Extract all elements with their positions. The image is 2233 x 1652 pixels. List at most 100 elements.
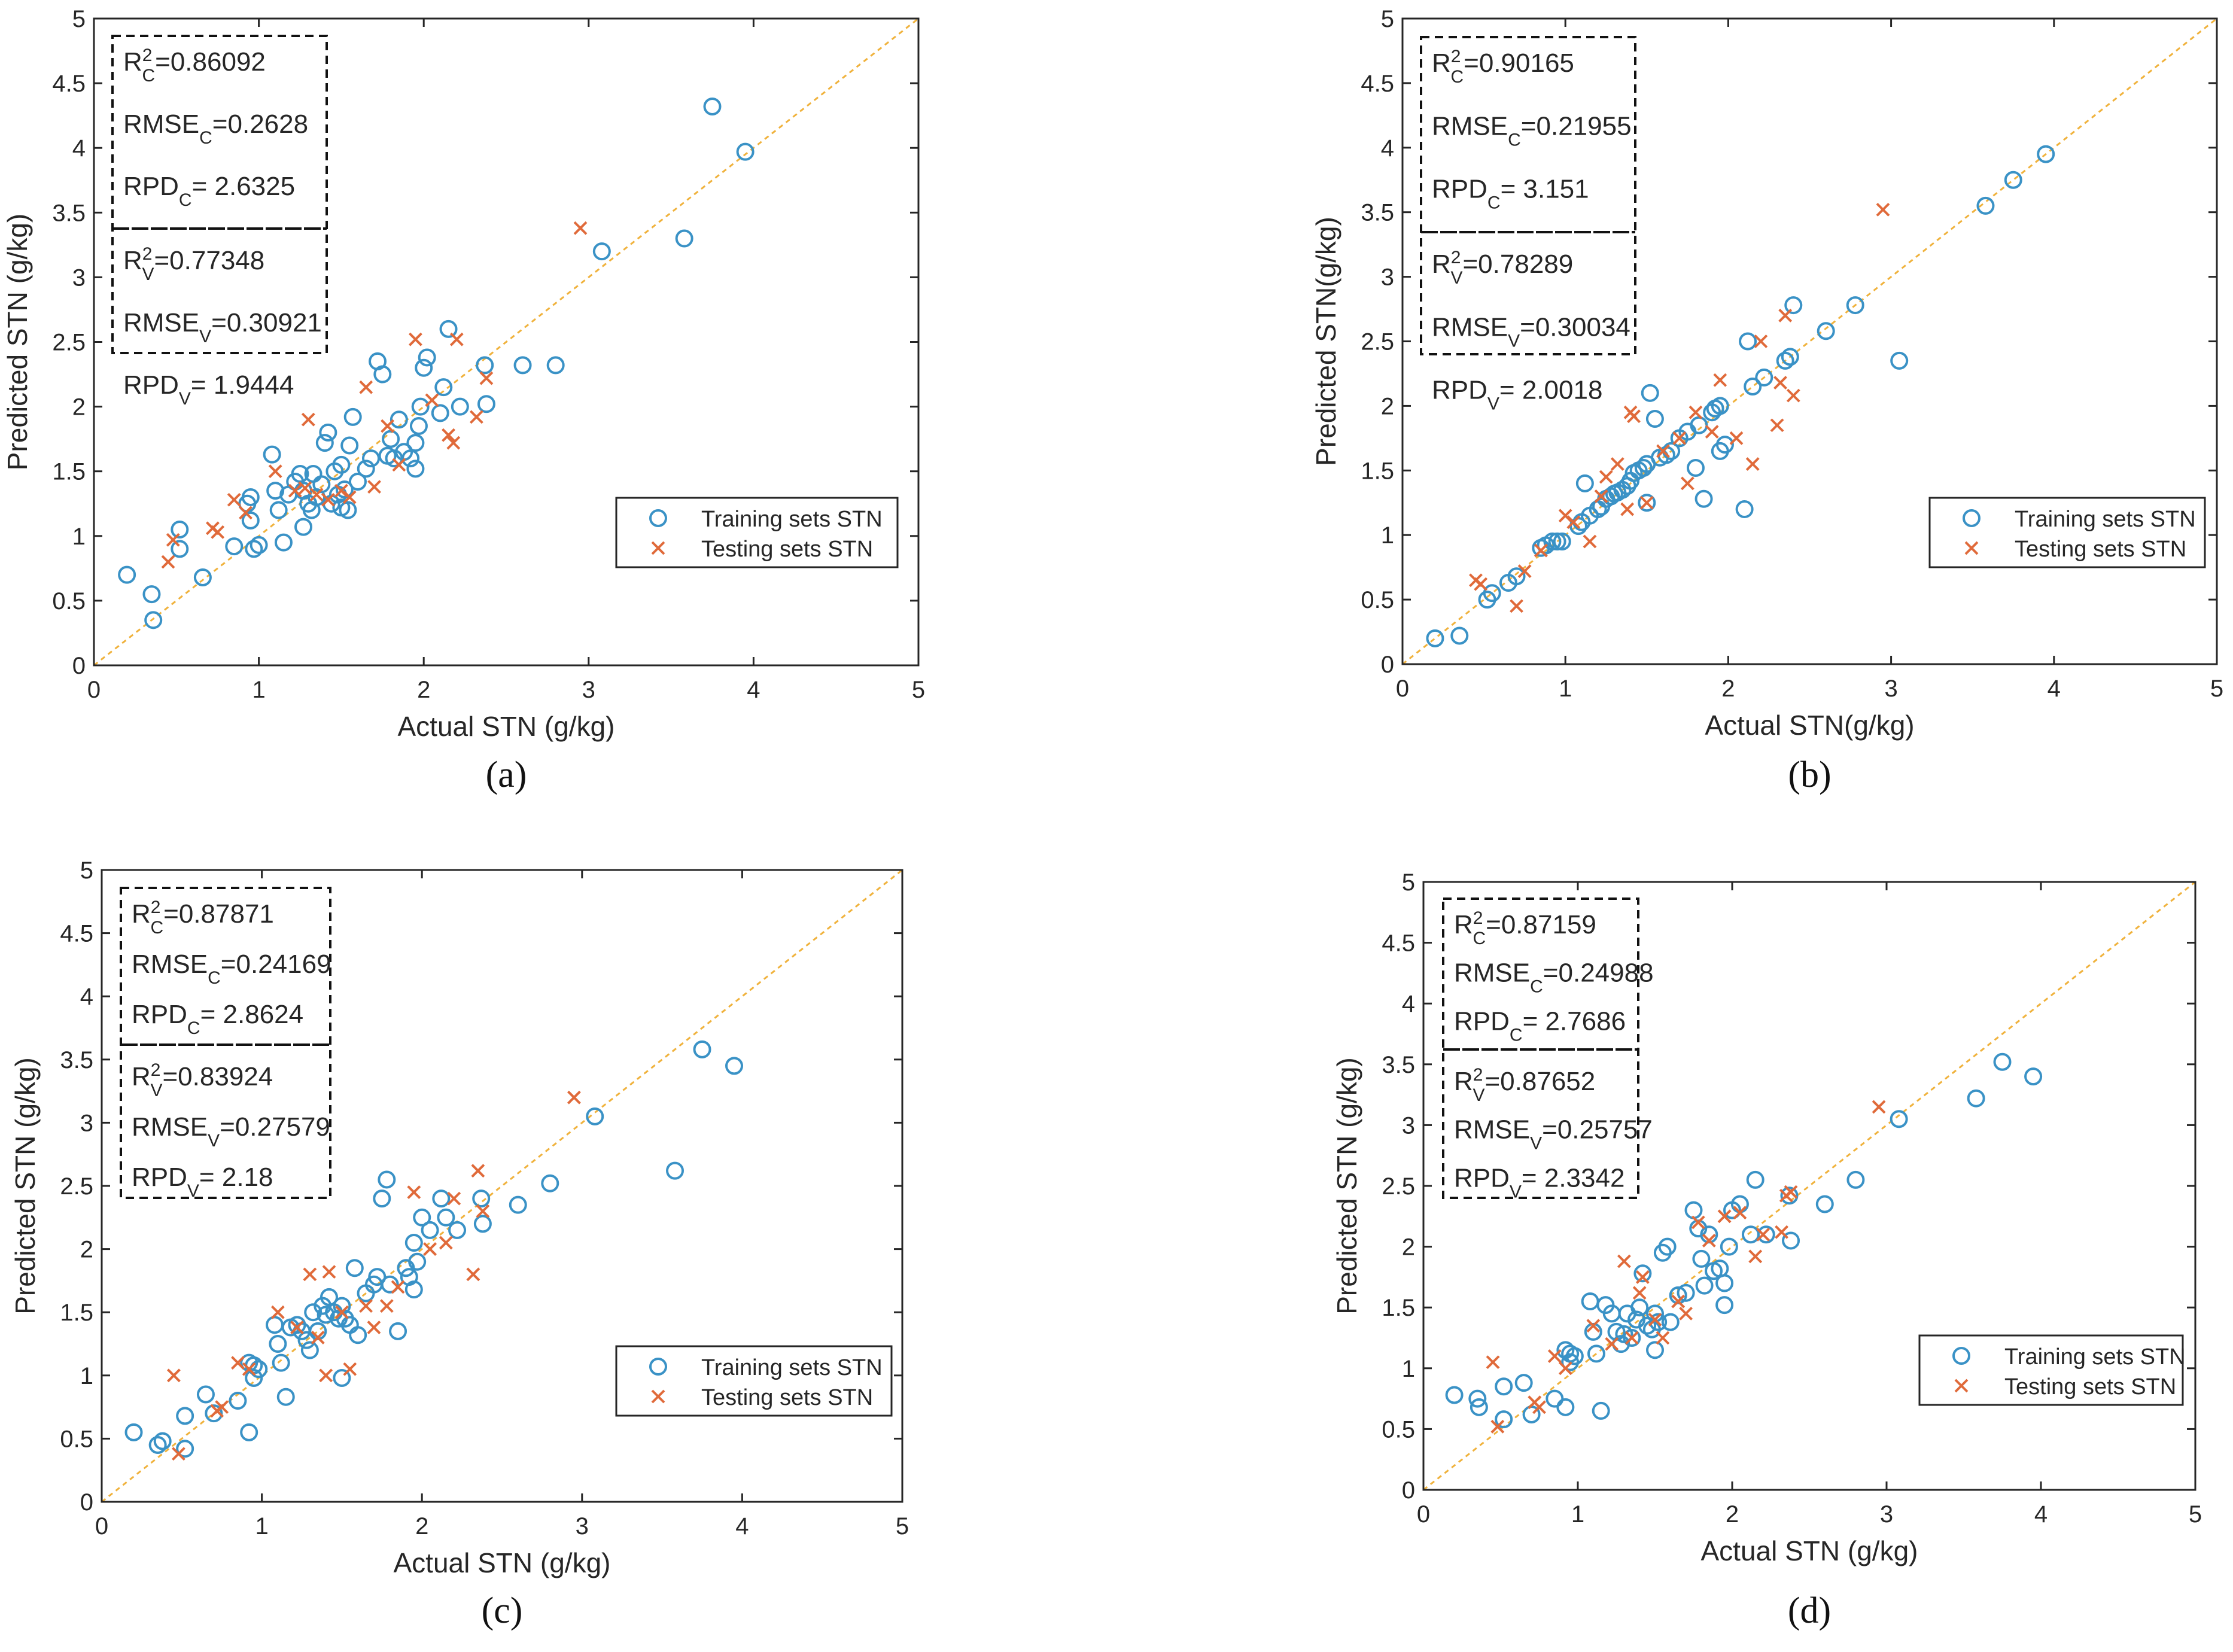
stat-subscript: V xyxy=(150,1081,162,1100)
training-point xyxy=(404,1280,423,1299)
cross-stroke xyxy=(1532,1400,1546,1414)
y-tick-label: 5 xyxy=(72,6,86,32)
testing-point xyxy=(1635,1270,1650,1284)
testing-point xyxy=(442,428,455,442)
cross-stroke xyxy=(311,1331,325,1344)
cross-stroke xyxy=(334,1305,349,1319)
cross-stroke xyxy=(567,1090,581,1105)
y-tick-label: 0.5 xyxy=(60,1426,93,1452)
cross-stroke xyxy=(309,488,324,502)
training-point xyxy=(675,229,693,248)
stat-symbol: R xyxy=(1432,48,1451,78)
stat-subscript: V xyxy=(1450,268,1462,288)
cross-stroke xyxy=(1775,1225,1788,1239)
testing-point xyxy=(227,492,241,507)
testing-point xyxy=(239,506,252,520)
testing-point xyxy=(321,492,335,507)
training-point xyxy=(1715,1296,1734,1315)
testing-point xyxy=(309,488,324,502)
stat-symbol: RMSE xyxy=(132,950,208,979)
training-point xyxy=(1846,296,1864,315)
x-tick-label: 2 xyxy=(417,677,430,703)
cross-stroke xyxy=(409,332,422,346)
training-point xyxy=(319,423,337,442)
cross-stroke xyxy=(1964,541,1979,555)
x-tick-label: 1 xyxy=(255,1513,268,1540)
stat-symbol: RPD xyxy=(123,172,179,201)
stat-value: = 2.6325 xyxy=(192,172,296,201)
training-point xyxy=(241,488,260,506)
testing-point xyxy=(1713,373,1727,387)
legend: Training sets STN Testing sets STN xyxy=(1928,497,2206,568)
training-point xyxy=(250,1360,268,1379)
testing-point xyxy=(1784,1185,1798,1199)
training-point xyxy=(1630,1298,1649,1317)
cross-stroke xyxy=(227,492,241,507)
stat-superscript: 2 xyxy=(151,898,161,917)
stat-subscript: V xyxy=(142,264,154,284)
x-tick-label: 3 xyxy=(1884,676,1897,702)
y-tick-label: 0.5 xyxy=(1382,1416,1415,1443)
stat-line: RPDV= 2.18 xyxy=(132,1163,273,1201)
x-tick-label: 5 xyxy=(2210,676,2223,702)
training-point xyxy=(411,397,430,416)
y-tick-label: 3 xyxy=(1381,264,1394,291)
cross-stroke xyxy=(1599,470,1613,484)
y-tick-label: 5 xyxy=(1402,869,1415,896)
stat-value: =0.30034 xyxy=(1520,312,1630,342)
cross-stroke xyxy=(1733,1206,1747,1220)
training-point xyxy=(1711,397,1729,415)
testing-point xyxy=(172,1447,185,1461)
cross-stroke xyxy=(449,332,464,346)
stat-line: RMSEV=0.25757 xyxy=(1454,1115,1653,1154)
training-point xyxy=(1641,384,1659,402)
cross-stroke xyxy=(1486,1355,1500,1370)
cross-stroke xyxy=(166,533,180,547)
stat-superscript: 2 xyxy=(142,45,153,65)
training-point xyxy=(304,1303,323,1322)
training-point xyxy=(477,395,495,413)
cross-stroke xyxy=(439,1236,453,1250)
testing-point xyxy=(1770,418,1784,433)
testing-point xyxy=(1558,1361,1572,1376)
testing-point xyxy=(1733,1206,1747,1220)
testing-point xyxy=(409,332,422,346)
legend-training-marker xyxy=(1963,509,1981,527)
y-tick-label: 2 xyxy=(80,1237,93,1263)
training-point xyxy=(1483,584,1501,603)
training-point xyxy=(1715,1274,1734,1292)
x-tick-label: 4 xyxy=(2048,676,2061,702)
training-point xyxy=(276,1388,295,1406)
testing-point xyxy=(449,332,464,346)
legend: Training sets STN Testing sets STN xyxy=(1918,1334,2186,1406)
testing-point xyxy=(311,1331,325,1344)
stat-symbol: RMSE xyxy=(1454,959,1530,988)
y-tick-label: 2.5 xyxy=(60,1173,93,1200)
training-point xyxy=(1661,1313,1680,1331)
cross-stroke xyxy=(342,490,357,504)
stat-subscript: V xyxy=(187,1181,199,1201)
testing-point xyxy=(1648,1313,1662,1327)
cross-stroke xyxy=(1754,334,1768,348)
cross-stroke xyxy=(1756,1227,1770,1242)
cross-stroke xyxy=(1594,489,1608,503)
y-tick-label: 3.5 xyxy=(52,200,86,226)
x-tick-label: 5 xyxy=(2189,1501,2202,1528)
testing-point xyxy=(1599,470,1613,484)
cross-stroke xyxy=(1617,1254,1631,1268)
legend-box xyxy=(615,497,899,568)
stat-symbol: R xyxy=(132,1062,151,1091)
cross-stroke xyxy=(270,1305,285,1319)
stat-symbol: RPD xyxy=(1454,1006,1510,1036)
training-point xyxy=(1543,532,1562,550)
cross-stroke xyxy=(1872,1100,1886,1114)
training-point xyxy=(513,356,532,375)
testing-point xyxy=(1689,405,1703,419)
training-point xyxy=(1776,351,1794,370)
cross-stroke xyxy=(1729,431,1744,445)
training-point xyxy=(153,1432,172,1450)
cross-stroke xyxy=(1689,405,1703,419)
stat-value: =0.87871 xyxy=(163,899,274,929)
cross-stroke xyxy=(288,483,302,498)
